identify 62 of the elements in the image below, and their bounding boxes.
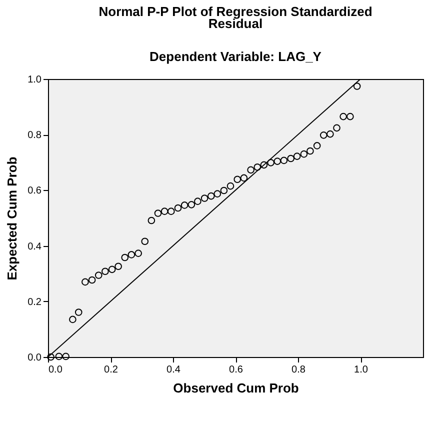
point — [260, 161, 268, 169]
point — [62, 352, 70, 360]
x-tick-label: 1.0 — [354, 364, 368, 376]
y-tick-label: 0.2 — [28, 296, 42, 308]
point — [226, 182, 234, 190]
point — [240, 174, 248, 182]
point — [333, 124, 340, 132]
point — [293, 152, 301, 160]
y-tick-label: 0.8 — [28, 130, 42, 142]
point — [94, 272, 102, 279]
point — [74, 308, 82, 316]
point — [121, 254, 129, 262]
point — [194, 198, 202, 205]
point — [247, 166, 254, 174]
point — [128, 251, 136, 258]
point — [148, 216, 156, 224]
point — [287, 154, 294, 162]
point — [306, 147, 314, 155]
x-tick-label: 0.0 — [48, 364, 63, 376]
point — [114, 262, 122, 270]
point — [55, 352, 63, 360]
point — [207, 192, 215, 200]
point — [320, 132, 328, 139]
point — [134, 250, 142, 257]
y-tick-label: 0.4 — [28, 241, 42, 252]
x-tick-label: 0.6 — [229, 364, 244, 376]
point — [254, 163, 262, 171]
y-tick-label: 0.6 — [28, 186, 42, 197]
point — [280, 156, 288, 164]
point — [82, 278, 89, 286]
x-tick-label: 0.4 — [166, 364, 181, 376]
point — [141, 238, 149, 246]
point — [313, 142, 321, 150]
y-axis-title: Expected Cum Prob — [4, 156, 20, 280]
point — [234, 176, 242, 184]
x-tick-label: 0.2 — [104, 364, 118, 376]
x-axis-title: Observed Cum Prob — [173, 380, 299, 396]
point — [180, 202, 188, 209]
point — [108, 266, 116, 274]
point — [267, 159, 274, 166]
point — [346, 112, 354, 120]
chart-subtitle: Dependent Variable: LAG_Y — [150, 49, 322, 64]
point — [88, 276, 96, 284]
point — [154, 210, 162, 217]
point — [220, 186, 228, 194]
point — [102, 268, 109, 276]
x-tick-label: 0.8 — [292, 364, 306, 376]
point — [160, 208, 168, 215]
point — [167, 208, 175, 215]
point — [69, 316, 76, 324]
y-tick-label: 0.0 — [28, 352, 42, 364]
point — [274, 158, 282, 165]
point — [200, 194, 208, 202]
point — [188, 201, 196, 208]
point — [353, 82, 361, 90]
chart-title: Normal P-P Plot of Regression Standardized Residual — [98, 4, 372, 31]
point — [326, 130, 334, 138]
point — [300, 150, 308, 158]
point — [340, 112, 347, 120]
point — [214, 190, 222, 198]
point — [174, 204, 182, 212]
y-tick-label: 1.0 — [28, 74, 42, 86]
